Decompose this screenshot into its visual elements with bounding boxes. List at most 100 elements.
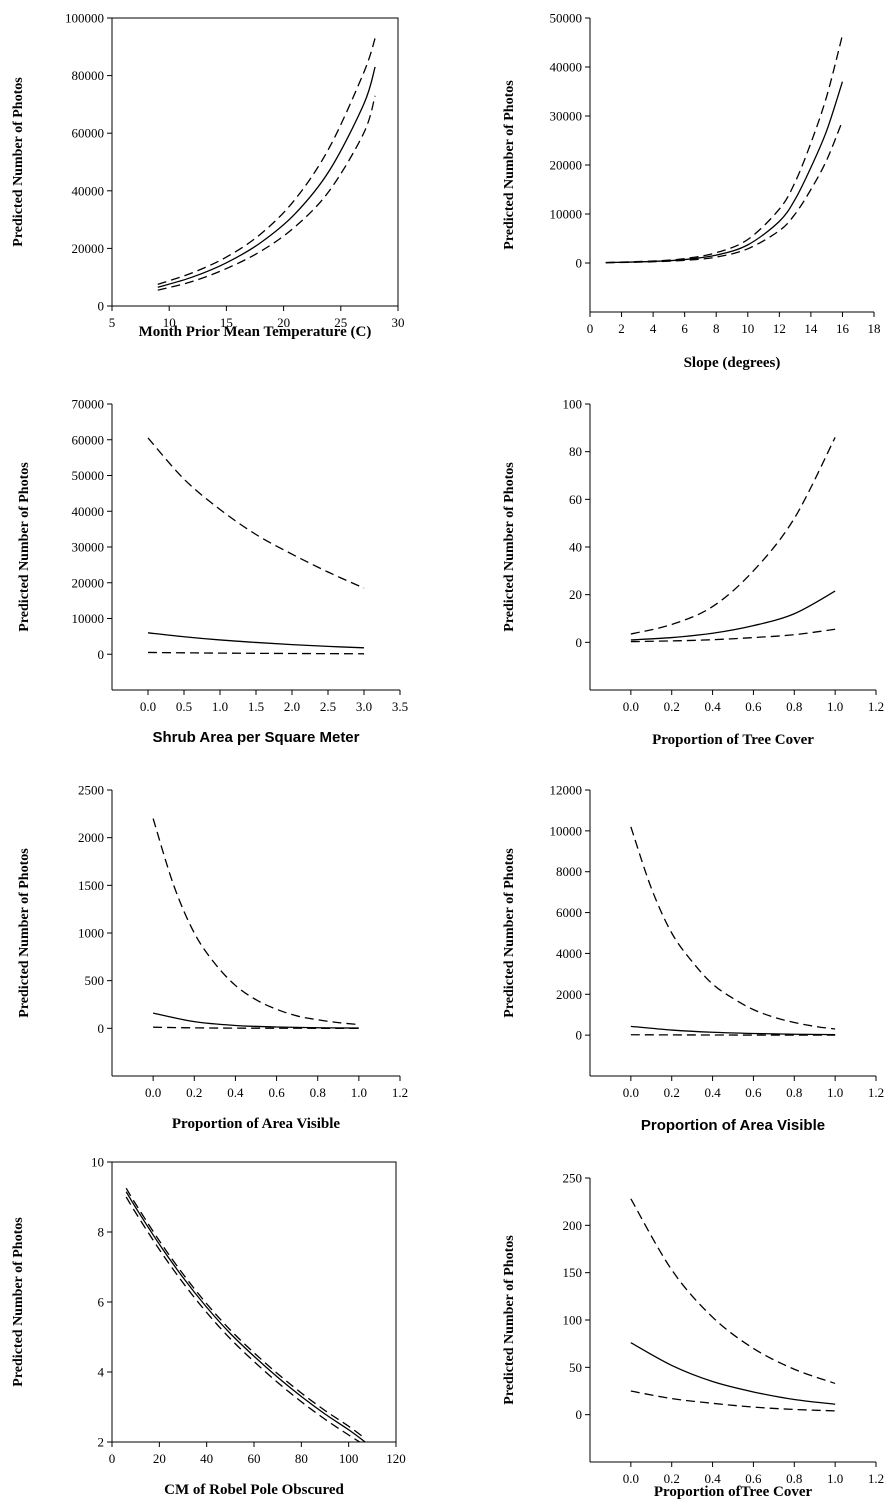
x-tick-label: 15: [220, 315, 233, 330]
y-tick-label: 2500: [78, 783, 104, 798]
x-tick-label: 0.0: [623, 1085, 639, 1100]
upper-ci-line: [147, 437, 365, 589]
y-tick-label: 100: [563, 1313, 583, 1328]
x-tick-label: 0.4: [704, 1085, 721, 1100]
x-axis-label: Proportion of Tree Cover: [652, 732, 814, 748]
x-tick-label: 0.4: [704, 1471, 721, 1486]
y-tick-label: 0: [98, 299, 105, 314]
prediction-line: [153, 1012, 359, 1029]
y-tick-label: 2: [98, 1435, 105, 1450]
y-tick-label: 0: [576, 635, 583, 650]
y-tick-label: 1000: [78, 926, 104, 941]
lower-ci-line: [153, 1026, 359, 1029]
prediction-line: [605, 81, 844, 264]
y-tick-label: 1500: [78, 878, 104, 893]
x-tick-label: 1.0: [827, 699, 843, 714]
y-tick-label: 0: [576, 256, 583, 271]
y-tick-label: 10000: [72, 611, 105, 626]
y-tick-label: 100000: [65, 11, 104, 26]
y-tick-label: 60000: [72, 126, 105, 141]
chart-panel-3: 0 10000 20000 30000 40000 50000 60000 70000 0.0 0…: [17, 397, 408, 747]
y-tick-label: 20: [569, 587, 582, 602]
y-axis-label: Predicted Number of Photos: [11, 1217, 26, 1387]
x-axis-label: Proportion of Area Visible: [641, 1117, 825, 1134]
x-tick-label: 0.6: [745, 1471, 762, 1486]
chart-panel-5: 0 500 1000 1500 2000 2500 0.0 0.2 0.4 0.6 0.8 1.0 1.…: [17, 783, 408, 1133]
x-axis-label: Proportion of Area Visible: [172, 1116, 341, 1132]
x-axis-label: Shrub Area per Square Meter: [152, 729, 359, 746]
upper-ci-line: [630, 437, 836, 635]
x-tick-label: 0: [109, 1451, 116, 1466]
lower-ci-line: [630, 1390, 836, 1412]
plot-frame: [111, 1161, 397, 1443]
x-tick-label: 3.5: [392, 699, 408, 714]
y-axis-label: Predicted Number of Photos: [17, 848, 32, 1018]
x-axis-label: Slope (degrees): [684, 355, 781, 371]
lower-ci-line: [147, 651, 365, 655]
x-tick-label: 4: [650, 321, 657, 336]
x-tick-label: 1.0: [351, 1085, 367, 1100]
y-axis-label: Predicted Number of Photos: [17, 462, 32, 632]
x-tick-label: 0.2: [664, 1471, 680, 1486]
x-tick-label: 0.6: [745, 699, 762, 714]
y-tick-label: 500: [85, 973, 105, 988]
x-axis-label: Month Prior Mean Temperature (C): [139, 324, 372, 340]
x-tick-label: 10: [741, 321, 754, 336]
x-tick-label: 60: [248, 1451, 261, 1466]
y-tick-label: 40000: [72, 183, 105, 198]
y-tick-label: 50000: [72, 468, 105, 483]
x-tick-label: 2.5: [320, 699, 336, 714]
x-tick-label: 0.0: [140, 699, 156, 714]
prediction-line: [630, 590, 836, 641]
x-axis-label: CM of Robel Pole Obscured: [164, 1482, 344, 1498]
x-tick-label: 1.0: [827, 1085, 843, 1100]
y-tick-label: 10: [91, 1155, 104, 1170]
x-tick-label: 1.5: [248, 699, 264, 714]
lower-ci-line: [125, 1196, 361, 1442]
x-tick-label: 0.5: [176, 699, 192, 714]
x-tick-label: 100: [339, 1451, 359, 1466]
y-tick-label: 6000: [556, 905, 582, 920]
x-tick-label: 2.0: [284, 699, 300, 714]
chart-panel-8: 0 50 100 150 200 250 0.0 0.2 0.4 0.6 0.8 1.0 1.2 Prop…: [502, 1171, 884, 1501]
x-tick-label: 8: [713, 321, 720, 336]
x-tick-label: 5: [109, 315, 116, 330]
x-tick-label: 0.6: [745, 1085, 762, 1100]
y-tick-label: 30000: [72, 540, 105, 555]
y-tick-label: 40: [569, 540, 582, 555]
lower-ci-line: [630, 628, 836, 643]
y-tick-label: 2000: [556, 987, 582, 1002]
y-tick-label: 20000: [550, 158, 583, 173]
upper-ci-line: [630, 826, 836, 1030]
x-tick-label: 0: [587, 321, 594, 336]
upper-ci-line: [605, 34, 844, 264]
x-tick-label: 14: [804, 321, 818, 336]
chart-panel-6: 0 2000 4000 6000 8000 10000 12000 0.0 0.2 0.4 0.6 0…: [502, 783, 884, 1135]
x-tick-label: 10: [163, 315, 176, 330]
y-tick-label: 250: [563, 1171, 583, 1186]
y-tick-label: 40000: [550, 60, 583, 75]
y-axis-label: Predicted Number of Photos: [502, 1235, 517, 1405]
x-tick-label: 2: [618, 321, 625, 336]
x-tick-label: 12: [773, 321, 786, 336]
y-tick-label: 2000: [78, 830, 104, 845]
chart-panel-2: 0 10000 20000 30000 40000 50000 0 2 4 6 8 10 12 14 16 1…: [502, 11, 881, 372]
x-tick-label: 1.2: [392, 1085, 408, 1100]
y-tick-label: 6: [98, 1295, 105, 1310]
x-tick-label: 1.0: [827, 1471, 843, 1486]
prediction-line: [125, 1191, 366, 1442]
chart-panel-4: 0 20 40 60 80 100 0.0 0.2 0.4 0.6 0.8 1.0 1.2 Proport…: [502, 397, 884, 749]
y-tick-label: 0: [576, 1028, 583, 1043]
prediction-line: [147, 632, 365, 649]
upper-ci-line: [157, 37, 376, 286]
x-tick-label: 120: [386, 1451, 406, 1466]
x-tick-label: 0.6: [268, 1085, 285, 1100]
y-axis-label: Predicted Number of Photos: [502, 462, 517, 632]
x-tick-label: 0.4: [227, 1085, 244, 1100]
x-tick-label: 0.2: [664, 699, 680, 714]
x-tick-label: 16: [836, 321, 850, 336]
y-tick-label: 4000: [556, 946, 582, 961]
x-tick-label: 0.2: [186, 1085, 202, 1100]
chart-panel-1: 0 20000 40000 60000 80000 100000 5 10 15 20 25 30 Mo…: [11, 11, 405, 341]
